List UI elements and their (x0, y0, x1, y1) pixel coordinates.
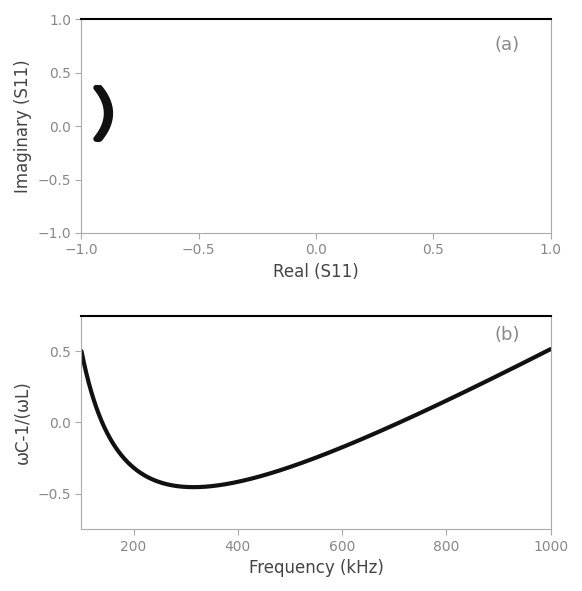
X-axis label: Real (S11): Real (S11) (273, 263, 359, 281)
X-axis label: Frequency (kHz): Frequency (kHz) (249, 559, 384, 577)
Y-axis label: ωC-1/(ωL): ωC-1/(ωL) (14, 381, 32, 465)
Text: (a): (a) (494, 37, 519, 54)
Text: (b): (b) (494, 326, 520, 345)
Y-axis label: Imaginary (S11): Imaginary (S11) (14, 59, 32, 193)
